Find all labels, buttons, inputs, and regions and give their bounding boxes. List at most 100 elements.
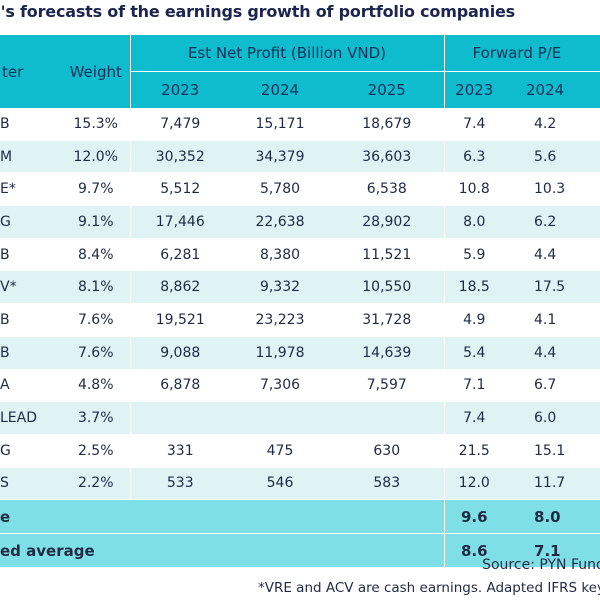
forecast-table: ter Weight Est Net Profit (Billion VND) … (0, 35, 600, 569)
column-header-weight: Weight (62, 35, 130, 108)
ticker-cell: V* (0, 270, 62, 305)
pe-2023-cell: 7.4 (443, 401, 505, 435)
pe-2024-cell: 6.0 (504, 401, 600, 435)
ticker-cell: LEAD (0, 401, 62, 435)
np-2025-cell: 28,902 (330, 205, 445, 239)
np-2023-cell: 19,521 (129, 303, 230, 337)
page-title: e's forecasts of the earnings growth of … (0, 2, 515, 21)
ticker-cell: B (0, 108, 62, 141)
np-2025-cell: 6,538 (330, 172, 445, 207)
weight-cell: 9.7% (62, 172, 130, 207)
np-2023-cell: 5,512 (129, 172, 230, 207)
np-2024-cell (230, 401, 330, 435)
ticker-cell: B (0, 303, 62, 337)
table-row: A 4.8% 6,878 7,306 7,597 7.1 6.7 (0, 369, 600, 403)
ticker-cell: M (0, 140, 62, 174)
np-2023-cell: 6,878 (129, 369, 230, 403)
pe-2024-cell: 15.1 (504, 434, 600, 468)
pe-2023-cell: 8.0 (443, 205, 505, 239)
column-header-pe-2023: 2023 (443, 71, 505, 108)
ticker-cell: A (0, 369, 62, 403)
table-row: E* 9.7% 5,512 5,780 6,538 10.8 10.3 (0, 172, 600, 207)
column-group-net-profit: Est Net Profit (Billion VND) (129, 35, 445, 72)
column-header-ticker: ter (0, 35, 62, 108)
pe-2024-cell: 5.6 (504, 140, 600, 174)
summary-label: ed average (0, 533, 445, 569)
np-2024-cell: 22,638 (230, 205, 330, 239)
np-2025-cell: 7,597 (330, 369, 445, 403)
summary-pe-2023: 9.6 (443, 499, 505, 535)
table-row: S 2.2% 533 546 583 12.0 11.7 (0, 467, 600, 501)
weight-cell: 7.6% (62, 336, 130, 370)
table-row: LEAD 3.7% 7.4 6.0 (0, 401, 600, 435)
summary-row: ed average 8.6 7.1 (0, 533, 600, 569)
footnote: *VRE and ACV are cash earnings. Adapted … (258, 580, 600, 596)
pe-2023-cell: 10.8 (443, 172, 505, 207)
np-2025-cell: 10,550 (330, 270, 445, 305)
np-2023-cell: 8,862 (129, 270, 230, 305)
pe-2023-cell: 5.9 (443, 238, 505, 272)
weight-cell: 2.5% (62, 434, 130, 468)
ticker-cell: E* (0, 172, 62, 207)
ticker-cell: G (0, 205, 62, 239)
pe-2024-cell: 11.7 (504, 467, 600, 501)
table-row: G 2.5% 331 475 630 21.5 15.1 (0, 434, 600, 468)
np-2024-cell: 9,332 (230, 270, 330, 305)
np-2025-cell: 583 (330, 467, 445, 501)
pe-2023-cell: 5.4 (443, 336, 505, 370)
ticker-cell: G (0, 434, 62, 468)
np-2023-cell: 331 (129, 434, 230, 468)
weight-cell: 8.4% (62, 238, 130, 272)
pe-2023-cell: 6.3 (443, 140, 505, 174)
table-row: B 8.4% 6,281 8,380 11,521 5.9 4.4 (0, 238, 600, 272)
summary-pe-2024: 8.0 (504, 499, 600, 535)
table-row: V* 8.1% 8,862 9,332 10,550 18.5 17.5 (0, 270, 600, 305)
pe-2024-cell: 10.3 (504, 172, 600, 207)
np-2025-cell: 14,639 (330, 336, 445, 370)
np-2025-cell: 31,728 (330, 303, 445, 337)
summary-row: e 9.6 8.0 (0, 499, 600, 535)
np-2024-cell: 34,379 (230, 140, 330, 174)
pe-2024-cell: 6.2 (504, 205, 600, 239)
np-2024-cell: 7,306 (230, 369, 330, 403)
weight-cell: 15.3% (62, 108, 130, 141)
ticker-cell: B (0, 238, 62, 272)
pe-2024-cell: 17.5 (504, 270, 600, 305)
table-row: M 12.0% 30,352 34,379 36,603 6.3 5.6 (0, 140, 600, 174)
weight-cell: 12.0% (62, 140, 130, 174)
np-2025-cell (330, 401, 445, 435)
summary-pe-2023: 8.6 (443, 533, 505, 569)
column-header-np-2024: 2024 (230, 71, 330, 108)
np-2024-cell: 11,978 (230, 336, 330, 370)
np-2023-cell: 7,479 (129, 108, 230, 141)
np-2024-cell: 5,780 (230, 172, 330, 207)
summary-pe-2024: 7.1 (504, 533, 600, 569)
column-header-np-2025: 2025 (330, 71, 445, 108)
np-2023-cell: 30,352 (129, 140, 230, 174)
weight-cell: 8.1% (62, 270, 130, 305)
np-2023-cell: 9,088 (129, 336, 230, 370)
ticker-cell: S (0, 467, 62, 501)
pe-2023-cell: 7.4 (443, 108, 505, 141)
pe-2024-cell: 4.1 (504, 303, 600, 337)
source-note: Source: PYN Fund Ma (482, 557, 600, 573)
np-2023-cell: 17,446 (129, 205, 230, 239)
pe-2023-cell: 4.9 (443, 303, 505, 337)
pe-2024-cell: 4.4 (504, 336, 600, 370)
np-2024-cell: 15,171 (230, 108, 330, 141)
column-header-pe-2024: 2024 (504, 71, 600, 108)
weight-cell: 4.8% (62, 369, 130, 403)
pe-2024-cell: 4.2 (504, 108, 600, 141)
np-2024-cell: 23,223 (230, 303, 330, 337)
np-2023-cell (129, 401, 230, 435)
np-2025-cell: 18,679 (330, 108, 445, 141)
pe-2023-cell: 18.5 (443, 270, 505, 305)
table-row: B 7.6% 9,088 11,978 14,639 5.4 4.4 (0, 336, 600, 370)
table-row: G 9.1% 17,446 22,638 28,902 8.0 6.2 (0, 205, 600, 239)
weight-cell: 9.1% (62, 205, 130, 239)
np-2025-cell: 36,603 (330, 140, 445, 174)
np-2024-cell: 546 (230, 467, 330, 501)
weight-cell: 7.6% (62, 303, 130, 337)
weight-cell: 2.2% (62, 467, 130, 501)
np-2024-cell: 475 (230, 434, 330, 468)
